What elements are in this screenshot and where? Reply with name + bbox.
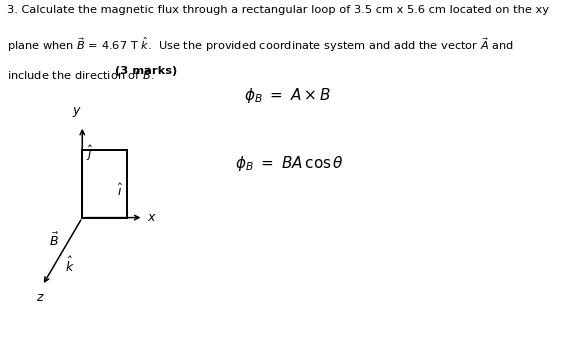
Text: (3 marks): (3 marks): [115, 66, 177, 76]
Text: $x$: $x$: [147, 211, 157, 224]
Text: $\vec{B}$: $\vec{B}$: [49, 232, 59, 249]
Text: $y$: $y$: [72, 105, 82, 119]
Text: 3. Calculate the magnetic flux through a rectangular loop of 3.5 cm x 5.6 cm loc: 3. Calculate the magnetic flux through a…: [7, 5, 549, 15]
Text: $z$: $z$: [36, 291, 44, 304]
Text: include the direction of $\vec{B}$.: include the direction of $\vec{B}$.: [7, 66, 156, 82]
Text: $\phi_B\ =\ BA\,\cos\theta$: $\phi_B\ =\ BA\,\cos\theta$: [235, 154, 344, 173]
Bar: [82, 150, 127, 218]
Text: $\phi_B\ =\ A \times B$: $\phi_B\ =\ A \times B$: [245, 86, 332, 105]
Text: $\hat{\imath}$: $\hat{\imath}$: [117, 183, 123, 199]
Text: plane when $\vec{B}$ = 4.67 T $\hat{k}$.  Use the provided coordinate system and: plane when $\vec{B}$ = 4.67 T $\hat{k}$.…: [7, 36, 514, 54]
Text: $\hat{\jmath}$: $\hat{\jmath}$: [86, 144, 93, 163]
Text: $\hat{k}$: $\hat{k}$: [65, 256, 75, 275]
